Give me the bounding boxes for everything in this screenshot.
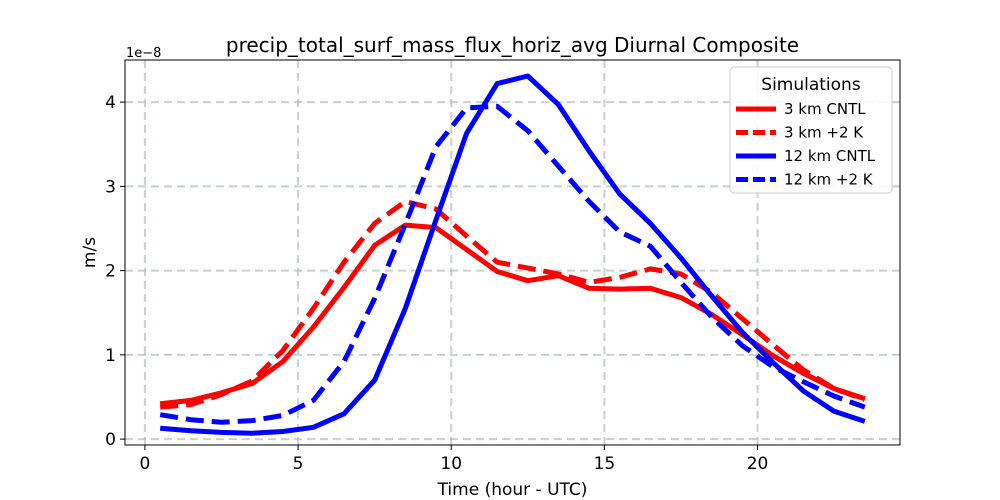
x-tick-label: 20 — [747, 454, 769, 474]
series-line-3 — [159, 73, 866, 436]
legend-label-3: 12 km CNTL — [784, 147, 876, 165]
series-line-2 — [159, 199, 866, 410]
series-line-4 — [159, 103, 866, 425]
y-tick-label: 4 — [105, 93, 116, 113]
legend-label-2: 3 km +2 K — [784, 124, 864, 142]
y-axis-offset-label: 1e−8 — [126, 46, 161, 61]
y-axis-label: m/s — [80, 237, 100, 268]
plot-frame — [124, 59, 901, 446]
axis-ticks: 0 5 10 15 20 0 1 2 3 4 — [105, 93, 768, 474]
legend-box — [729, 66, 893, 194]
legend-title: Simulations — [761, 75, 861, 95]
series-lines — [159, 73, 866, 436]
y-tick-label: 0 — [105, 430, 116, 450]
x-axis-label: Time (hour - UTC) — [437, 480, 588, 500]
y-tick-label: 2 — [105, 262, 116, 282]
y-tick-label: 3 — [105, 177, 116, 197]
legend-label-4: 12 km +2 K — [784, 171, 874, 189]
x-tick-label: 0 — [139, 454, 150, 474]
chart-title: precip_total_surf_mass_flux_horiz_avg Di… — [226, 33, 799, 57]
x-tick-label: 10 — [440, 454, 462, 474]
x-tick-label: 15 — [594, 454, 616, 474]
legend: Simulations 3 km CNTL 3 km +2 K 12 km CNTL… — [729, 66, 893, 194]
x-tick-label: 5 — [293, 454, 304, 474]
legend-label-1: 3 km CNTL — [784, 100, 866, 118]
y-tick-label: 1 — [105, 346, 116, 366]
legend-entries: 3 km CNTL 3 km +2 K 12 km CNTL 12 km +2 K — [736, 100, 876, 189]
